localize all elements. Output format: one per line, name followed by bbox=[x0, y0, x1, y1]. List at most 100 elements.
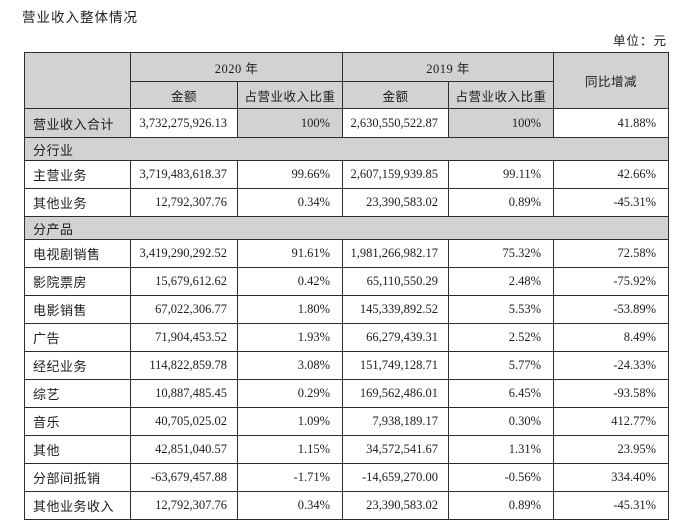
table-body: 营业收入合计 3,732,275,926.13 100% 2,630,550,522.… bbox=[23, 108, 670, 520]
table-row: 音乐 40,705,025.02 1.09% 7,938,189.17 0.30% 412… bbox=[24, 407, 670, 436]
pct-2020-cell: 1.15% bbox=[236, 435, 344, 464]
table-row: 广告 71,904,453.52 1.93% 66,279,439.31 2.52% 8.… bbox=[24, 323, 670, 352]
amount-2019-cell: 145,339,892.52 bbox=[342, 295, 450, 324]
table-row: 主营业务 3,719,483,618.37 99.66% 2,607,159,939.… bbox=[24, 160, 670, 189]
pct-2019-cell: -0.56% bbox=[448, 463, 555, 492]
header-row-years: 2020 年 2019 年 同比增减 bbox=[24, 52, 670, 109]
yoy-change-cell: -45.31% bbox=[553, 491, 670, 520]
yoy-change-cell: -75.92% bbox=[553, 267, 670, 296]
unit-label: 单位：元 bbox=[612, 34, 667, 48]
amount-2020-cell: 114,822,859.78 bbox=[130, 351, 238, 380]
pct-2019-cell: 0.89% bbox=[448, 188, 555, 217]
yoy-change-cell: 72.58% bbox=[553, 239, 670, 268]
row-label-cell: 综艺 bbox=[24, 379, 131, 408]
corner-cell bbox=[24, 52, 131, 109]
row-label-cell: 其他业务收入 bbox=[24, 491, 131, 520]
pct-2020-cell: 0.29% bbox=[236, 379, 344, 408]
row-label-cell: 广告 bbox=[24, 323, 131, 352]
pct-2020-cell: 3.08% bbox=[236, 351, 344, 380]
yoy-change-cell: 41.88% bbox=[553, 108, 670, 138]
table-row: 其他 42,851,040.57 1.15% 34,572,541.67 1.31% 23… bbox=[24, 435, 670, 464]
amount-2020-cell: 3,419,290,292.52 bbox=[130, 239, 238, 268]
pct-2020-cell: 91.61% bbox=[236, 239, 344, 268]
table-row: 综艺 10,887,485.45 0.29% 169,562,486.01 6.45% -… bbox=[24, 379, 670, 408]
pct-2019-cell: 75.32% bbox=[448, 239, 555, 268]
row-label-cell: 主营业务 bbox=[24, 160, 131, 189]
amount-2019-cell: 65,110,550.29 bbox=[342, 267, 450, 296]
yoy-change-cell: 23.95% bbox=[553, 435, 670, 464]
page-title: 营业收入整体情况 bbox=[22, 10, 138, 25]
amount-2019-cell: 2,630,550,522.87 bbox=[342, 108, 450, 138]
pct-2019-cell: 0.30% bbox=[448, 407, 555, 436]
row-label-cell: 营业收入合计 bbox=[24, 108, 131, 138]
row-label-cell: 分部间抵销 bbox=[24, 463, 131, 492]
pct-2020-cell: 100% bbox=[236, 108, 344, 138]
section-row: 分产品 bbox=[23, 216, 670, 240]
pct-2019-cell: 6.45% bbox=[448, 379, 555, 408]
amount-2019-cell: 151,749,128.71 bbox=[342, 351, 450, 380]
table-row: 其他业务收入 12,792,307.76 0.34% 23,390,583.02 0.8… bbox=[24, 491, 670, 520]
row-label-cell: 经纪业务 bbox=[24, 351, 131, 380]
yoy-change-cell: -53.89% bbox=[553, 295, 670, 324]
amount-2019-cell: 2,607,159,939.85 bbox=[342, 160, 450, 189]
amount-2019-cell: -14,659,270.00 bbox=[342, 463, 450, 492]
pct-2019-cell: 2.52% bbox=[448, 323, 555, 352]
amount-2020-cell: 12,792,307.76 bbox=[130, 188, 238, 217]
section-row: 分行业 bbox=[23, 137, 670, 161]
amount-2019-cell: 23,390,583.02 bbox=[342, 491, 450, 520]
pct-2019-cell: 100% bbox=[448, 108, 555, 138]
table-row: 其他业务 12,792,307.76 0.34% 23,390,583.02 0.89%… bbox=[24, 188, 670, 217]
pct-2019-cell: 99.11% bbox=[448, 160, 555, 189]
yoy-change-cell: -24.33% bbox=[553, 351, 670, 380]
year-2019-header: 2019 年 bbox=[342, 52, 555, 82]
pct-2020-cell: -1.71% bbox=[236, 463, 344, 492]
table-row: 电视剧销售 3,419,290,292.52 91.61% 1,981,266,982… bbox=[24, 239, 670, 268]
yoy-change-cell: -93.58% bbox=[553, 379, 670, 408]
table-row: 营业收入合计 3,732,275,926.13 100% 2,630,550,522.… bbox=[24, 108, 670, 138]
amount-2020-cell: 10,887,485.45 bbox=[130, 379, 238, 408]
amount-2019-header: 金额 bbox=[342, 81, 450, 109]
table-row: 影院票房 15,679,612.62 0.42% 65,110,550.29 2.48%… bbox=[24, 267, 670, 296]
amount-2019-cell: 34,572,541.67 bbox=[342, 435, 450, 464]
pct-2020-header: 占营业收入比重 bbox=[236, 81, 344, 109]
pct-2020-cell: 1.09% bbox=[236, 407, 344, 436]
amount-2020-cell: 40,705,025.02 bbox=[130, 407, 238, 436]
table-row: 电影销售 67,022,306.77 1.80% 145,339,892.52 5.53… bbox=[24, 295, 670, 324]
yoy-change-cell: 8.49% bbox=[553, 323, 670, 352]
amount-2020-cell: -63,679,457.88 bbox=[130, 463, 238, 492]
pct-2019-cell: 0.89% bbox=[448, 491, 555, 520]
pct-2020-cell: 1.93% bbox=[236, 323, 344, 352]
year-2020-header: 2020 年 bbox=[129, 52, 344, 82]
amount-2020-cell: 3,719,483,618.37 bbox=[130, 160, 238, 189]
yoy-change-cell: 334.40% bbox=[553, 463, 670, 492]
row-label-cell: 音乐 bbox=[24, 407, 131, 436]
section-label-cell: 分行业 bbox=[23, 137, 670, 161]
amount-2019-cell: 169,562,486.01 bbox=[342, 379, 450, 408]
row-label-cell: 其他业务 bbox=[24, 188, 131, 217]
amount-2020-cell: 12,792,307.76 bbox=[130, 491, 238, 520]
header-row-measures: 金额 占营业收入比重 金额 占营业收入比重 bbox=[25, 81, 669, 109]
yoy-change-header: 同比增减 bbox=[553, 52, 670, 109]
amount-2020-header: 金额 bbox=[130, 81, 238, 109]
row-label-cell: 影院票房 bbox=[24, 267, 131, 296]
amount-2020-cell: 15,679,612.62 bbox=[130, 267, 238, 296]
amount-2020-cell: 42,851,040.57 bbox=[130, 435, 238, 464]
pct-2019-cell: 1.31% bbox=[448, 435, 555, 464]
pct-2020-cell: 0.42% bbox=[236, 267, 344, 296]
amount-2019-cell: 1,981,266,982.17 bbox=[342, 239, 450, 268]
pct-2019-cell: 5.77% bbox=[448, 351, 555, 380]
row-label-cell: 其他 bbox=[24, 435, 131, 464]
pct-2019-header: 占营业收入比重 bbox=[448, 81, 555, 109]
section-label-cell: 分产品 bbox=[23, 216, 670, 240]
pct-2019-cell: 2.48% bbox=[448, 267, 555, 296]
pct-2020-cell: 1.80% bbox=[236, 295, 344, 324]
amount-2020-cell: 71,904,453.52 bbox=[130, 323, 238, 352]
pct-2020-cell: 0.34% bbox=[236, 188, 344, 217]
amount-2019-cell: 66,279,439.31 bbox=[342, 323, 450, 352]
revenue-overview-table: 2020 年 2019 年 同比增减 金额 占营业收入比重 金额 占营业收入比重… bbox=[23, 52, 670, 520]
yoy-change-cell: 42.66% bbox=[553, 160, 670, 189]
amount-2019-cell: 7,938,189.17 bbox=[342, 407, 450, 436]
pct-2019-cell: 5.53% bbox=[448, 295, 555, 324]
pct-2020-cell: 99.66% bbox=[236, 160, 344, 189]
table-row: 分部间抵销 -63,679,457.88 -1.71% -14,659,270.00-… bbox=[24, 463, 670, 492]
